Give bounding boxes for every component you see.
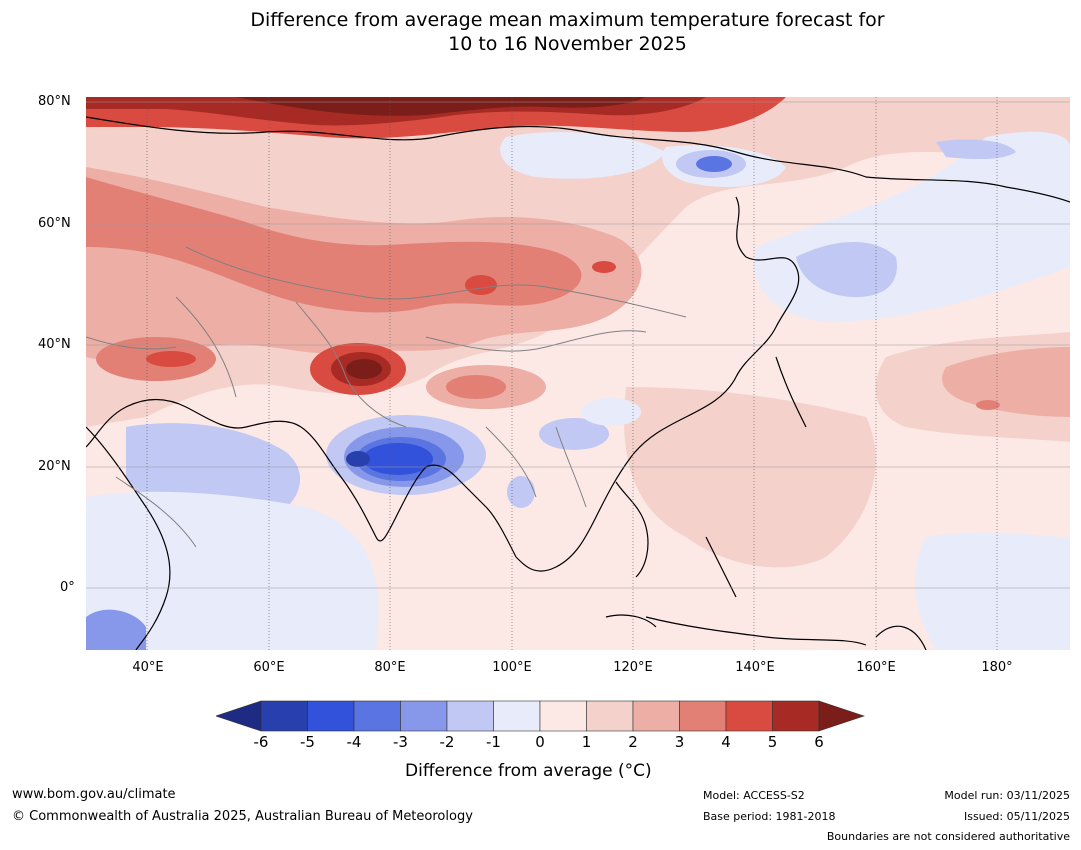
lon-label-60e: 60°E — [253, 660, 285, 675]
anomaly-map — [86, 97, 1070, 650]
colorbar-cell — [586, 700, 634, 732]
colorbar-tick-label: -2 — [439, 733, 455, 751]
colorbar-cell — [632, 700, 680, 732]
colorbar-tick-label: -1 — [486, 733, 501, 751]
footer-url[interactable]: www.bom.gov.au/climate — [12, 787, 176, 802]
bering-cool-patch — [936, 139, 1016, 160]
east-africa-cool — [86, 609, 146, 650]
title-line-2: 10 to 16 November 2025 — [448, 33, 687, 55]
india-cool-core — [346, 451, 370, 467]
equatorial-pacific-cool — [915, 532, 1070, 650]
lon-label-140e: 140°E — [735, 660, 775, 675]
meridians — [146, 97, 998, 650]
lat-label-20n: 20°N — [38, 459, 71, 474]
map-canvas — [86, 97, 1070, 650]
colorbar-cells — [216, 700, 865, 732]
colorbar-label: Difference from average (°C) — [405, 761, 652, 781]
lon-label-100e: 100°E — [492, 660, 532, 675]
colorbar-cell — [353, 700, 401, 732]
colorbar-cell — [772, 700, 820, 732]
colorbar-tick-label: 6 — [814, 733, 824, 751]
anomaly-band-above-6 — [236, 97, 646, 116]
colorbar-extension-high — [818, 700, 865, 732]
east-china-cool — [581, 398, 641, 426]
coastlines — [86, 116, 1070, 650]
colorbar-tick-label: -4 — [346, 733, 362, 751]
lat-label-40n: 40°N — [38, 337, 71, 352]
lat-label-80n: 80°N — [38, 94, 71, 109]
footer-model: Model: ACCESS-S2 — [703, 789, 805, 802]
lon-label-120e: 120°E — [613, 660, 653, 675]
pacific-warm-core — [976, 400, 1000, 410]
china-warm-core — [446, 375, 506, 399]
china-coast-cool-patch — [539, 418, 609, 450]
colorbar-cell — [446, 700, 494, 732]
colorbar-extension-low — [216, 700, 262, 732]
colorbar-cell — [539, 700, 587, 732]
map-title: Difference from average mean maximum tem… — [0, 8, 1081, 56]
lon-label-180: 180° — [981, 660, 1013, 675]
lon-label-160e: 160°E — [856, 660, 896, 675]
colorbar-tick-label: 1 — [581, 733, 592, 751]
colorbar — [216, 700, 865, 732]
pacific-warm-area — [942, 347, 1070, 417]
west-pacific-warm — [624, 387, 876, 568]
title-line-1: Difference from average mean maximum tem… — [250, 9, 885, 31]
lon-label-80e: 80°E — [374, 660, 406, 675]
anomaly-band-3-4 — [86, 177, 582, 313]
colorbar-cell — [307, 700, 355, 732]
tibet-hotspot-core — [346, 359, 382, 379]
mongolia-hotspot — [465, 275, 497, 295]
colorbar-tick-label: -5 — [300, 733, 315, 751]
colorbar-tick-label: -3 — [393, 733, 408, 751]
lat-label-0: 0° — [60, 580, 75, 595]
footer-disclaimer: Boundaries are not considered authoritat… — [826, 830, 1070, 843]
colorbar-tick-label: 5 — [767, 733, 778, 751]
colorbar-tick-label: 0 — [535, 733, 545, 751]
colorbar-tick-label: 2 — [628, 733, 638, 751]
colorbar-cell — [493, 700, 541, 732]
colorbar-cell — [679, 700, 727, 732]
lon-label-40e: 40°E — [132, 660, 164, 675]
okhotsk-cool-mid — [796, 242, 897, 297]
china-hotspot — [592, 261, 616, 273]
siberia-cool-area — [500, 132, 666, 179]
footer-model-run: Model run: 03/11/2025 — [944, 789, 1070, 802]
indochina-cool-patch — [507, 476, 535, 508]
yakutia-cool-core — [696, 156, 732, 172]
colorbar-tick-label: 3 — [674, 733, 685, 751]
footer-copyright: © Commonwealth of Australia 2025, Austra… — [12, 809, 473, 824]
footer-issued: Issued: 05/11/2025 — [963, 810, 1070, 823]
colorbar-tick-label: 4 — [721, 733, 731, 751]
colorbar-cell — [725, 700, 773, 732]
iran-hotspot — [146, 351, 196, 367]
colorbar-cell — [400, 700, 448, 732]
lat-label-60n: 60°N — [38, 216, 71, 231]
footer-base-period: Base period: 1981-2018 — [703, 810, 836, 823]
parallels — [86, 101, 1070, 589]
colorbar-tick-label: -6 — [253, 733, 269, 751]
colorbar-cell — [260, 700, 308, 732]
